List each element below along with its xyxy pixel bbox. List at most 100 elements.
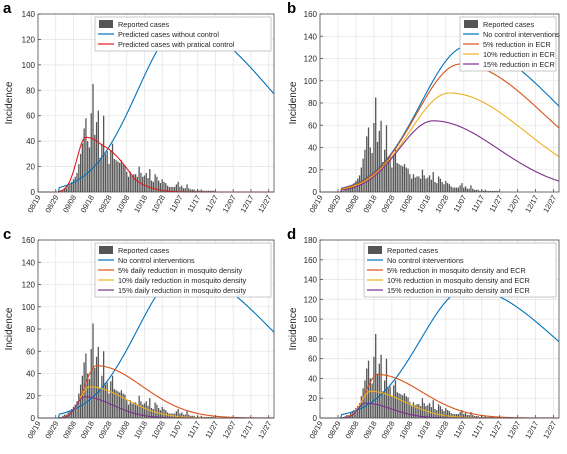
bar-reported-case [366,136,368,192]
bar-reported-case [209,190,211,192]
bar-reported-case [448,184,451,192]
bar-reported-case [152,181,154,192]
bar-reported-case [436,183,438,192]
bar-reported-case [491,190,494,192]
bar-reported-case [159,183,162,192]
bar-reported-case [387,388,389,418]
bar-reported-case [495,190,497,192]
legend-label: 5% daily reduction in mosquito density [118,266,242,275]
y-tick-label: 0 [31,188,36,197]
bar-reported-case [115,390,117,418]
bar-reported-case [138,395,140,418]
bar-reported-case [457,414,460,418]
bar-reported-case [145,172,147,192]
bar-reported-case [396,392,398,418]
x-tick-label: 09/18 [79,420,96,441]
bar-reported-case [455,187,458,192]
x-tick-label: 10/08 [397,194,414,215]
x-tick-label: 12/07 [505,194,522,215]
bar-reported-case [432,171,434,192]
x-tick-label: 10/08 [114,420,131,441]
y-tick-label: 80 [26,86,35,95]
bar-reported-case [101,143,103,192]
bar-reported-case [120,160,123,192]
x-tick-label: 09/08 [61,194,78,215]
bar-reported-case [384,380,386,418]
bar-reported-case [477,416,479,418]
bar-reported-case [475,189,477,192]
bar-reported-case [423,175,425,192]
bar-reported-case [394,149,397,192]
bar-reported-case [83,362,85,418]
x-tick-label: 09/28 [379,194,396,215]
bar-reported-case [375,97,377,192]
bar-reported-case [118,162,121,192]
bar-reported-case [143,175,146,192]
series-line [320,92,560,193]
bar-reported-case [394,380,397,418]
bar-reported-case [439,406,442,418]
bar-reported-case [71,181,73,192]
y-tick-label: 160 [304,256,318,265]
legend-label: 15% daily reduction in mosquito density [118,286,247,295]
bar-reported-case [126,400,128,418]
y-tick-label: 180 [304,236,318,245]
bar-reported-case [213,190,215,192]
bar-reported-case [409,174,411,192]
bar-reported-case [428,403,431,418]
legend-label: 15% reduction in ECR [483,60,555,69]
bar-reported-case [87,141,89,192]
y-tick-label: 60 [26,112,35,121]
y-tick-label: 120 [22,35,36,44]
bar-reported-case [360,396,362,418]
bar-reported-case [124,394,126,418]
bar-reported-case [412,174,415,192]
bar-reported-case [450,413,452,418]
x-tick-label: 11/27 [203,420,220,440]
bar-reported-case [195,190,197,192]
bar-reported-case [181,185,183,192]
bar-reported-case [97,110,99,192]
x-tick-label: 12/07 [221,420,238,441]
bar-reported-case [79,384,82,418]
y-tick-label: 60 [26,347,35,356]
x-tick-label: 11/27 [488,420,505,440]
bar-reported-case [441,409,443,418]
x-tick-label: 10/18 [415,420,432,441]
bar-reported-case [108,393,110,418]
x-tick-label: 10/28 [150,194,167,215]
bar-reported-case [184,414,186,418]
bar-reported-case [72,406,75,418]
x-tick-label: 10/08 [114,194,131,215]
bar-reported-case [127,176,130,192]
legend-label: 5% reduction in mosquito density and ECR [387,266,526,275]
bar-reported-case [188,414,190,418]
y-tick-label: 100 [22,61,36,70]
bar-reported-case [362,158,364,192]
bar-reported-case [134,402,137,418]
bar-reported-case [92,83,94,192]
x-tick-label: 11/17 [186,194,203,214]
bar-reported-case [493,190,495,192]
bar-reported-case [161,179,163,192]
panel-b: 0 20 40 60 80 100 120 140 160 08/19 08/29 09/08 09/1… [287,0,560,214]
series-line [320,287,560,419]
bar-reported-case [193,415,195,418]
bar-reported-case [78,393,80,418]
bar-reported-case [133,402,135,418]
bar-reported-case [403,393,406,418]
y-axis-label: Incidence [288,81,299,124]
legend-label: Reported cases [118,20,169,29]
y-tick-label: 40 [26,137,35,146]
bar-reported-case [147,178,149,192]
bar-reported-case [364,149,366,192]
bar-reported-case [110,150,112,192]
panel-letter: a [3,0,12,17]
axes-box [319,239,560,419]
x-tick-label: 12/27 [541,194,558,215]
bar-reported-case [126,171,128,192]
x-tick-label: 12/07 [221,194,238,215]
bar-reported-case [147,405,149,418]
legend-swatch-bar [368,246,382,254]
bar-reported-case [149,169,151,192]
